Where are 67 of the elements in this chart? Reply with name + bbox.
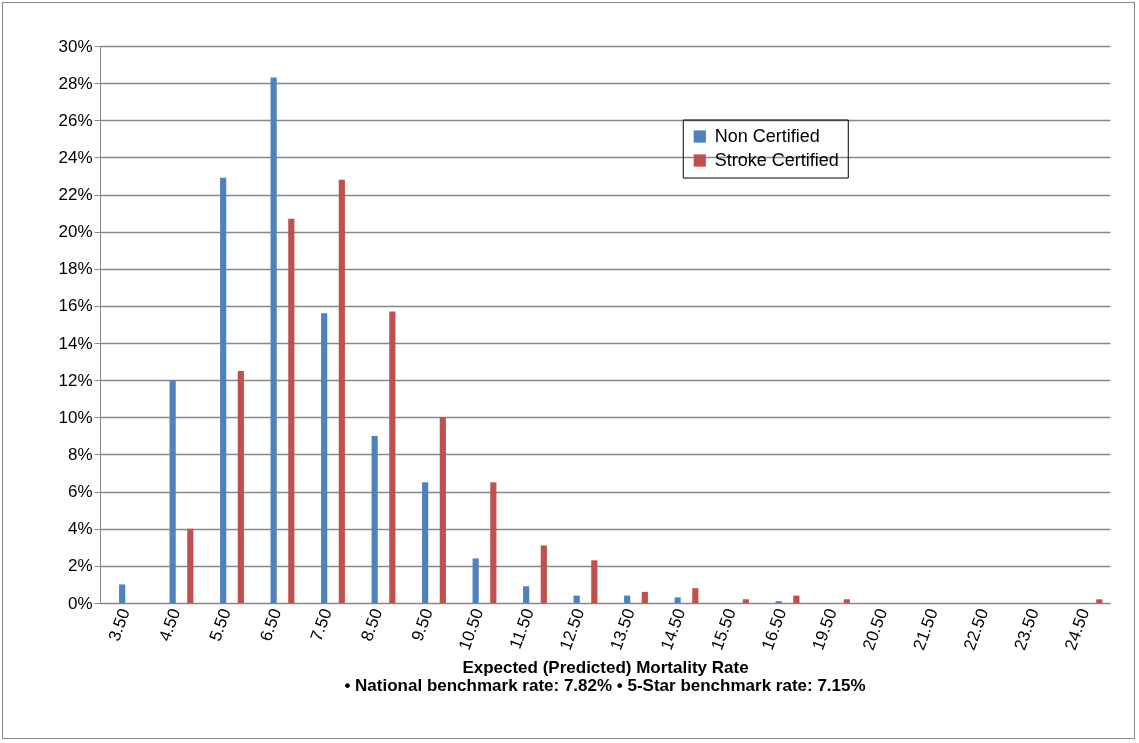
y-tick-label: 26% — [58, 110, 93, 130]
text: • National benchmark rate: 7.82% • 5-Star benchmark rate: 7.15% — [344, 675, 866, 695]
bar — [338, 179, 345, 603]
y-tick-label: 22% — [58, 185, 93, 205]
bar — [422, 482, 429, 603]
bar — [472, 558, 479, 603]
bar — [1096, 599, 1103, 603]
bar — [742, 599, 749, 603]
y-tick-label: 2% — [67, 556, 93, 576]
x-tick-label: 20.50 — [858, 606, 892, 653]
x-tick-label: 16.50 — [757, 606, 791, 653]
bar — [843, 599, 850, 603]
x-tick-label: 10.50 — [454, 606, 488, 653]
x-tick-label: 23.50 — [1010, 606, 1043, 653]
bar — [270, 77, 277, 603]
x-tick-label: 8.50 — [357, 606, 387, 644]
x-tick-label: 12.50 — [555, 606, 589, 653]
bar — [523, 586, 530, 603]
y-tick-label: 6% — [67, 482, 93, 502]
x-tick-label: 6.50 — [256, 606, 286, 644]
bar — [793, 595, 800, 603]
x-tick-label: 13.50 — [606, 606, 639, 653]
bar — [220, 177, 227, 603]
x-tick-label: 7.50 — [306, 606, 336, 644]
x-tick-label: 5.50 — [205, 606, 235, 644]
bar — [321, 313, 328, 603]
bar — [237, 370, 244, 603]
y-tick-label: 14% — [58, 333, 93, 353]
y-tick-label: 0% — [67, 593, 93, 613]
y-tick-label: 8% — [67, 444, 93, 464]
bar — [119, 584, 126, 603]
bar — [540, 545, 547, 603]
y-tick-label: 12% — [58, 370, 93, 390]
x-tick-label: 15.50 — [707, 606, 740, 653]
bar — [439, 417, 446, 603]
bar — [490, 482, 497, 603]
y-tick-label: 18% — [58, 259, 93, 279]
y-tick-label: 28% — [58, 73, 93, 93]
y-tick-label: 20% — [58, 222, 93, 242]
x-tick-label: 19.50 — [808, 606, 841, 653]
x-tick-label: 4.50 — [155, 606, 185, 644]
bar — [573, 595, 580, 603]
bar — [624, 595, 631, 603]
x-axis-title: Expected (Predicted) Mortality Rate — [462, 658, 749, 678]
y-tick-label: 30% — [58, 36, 93, 56]
y-tick-label: 4% — [67, 519, 93, 539]
legend-label: Stroke Certified — [714, 149, 839, 170]
y-tick-label: 24% — [58, 147, 93, 167]
bar — [371, 435, 378, 603]
bar — [641, 591, 648, 603]
bar — [187, 528, 194, 603]
x-tick-label: 14.50 — [656, 606, 690, 653]
y-tick-label: 10% — [58, 407, 93, 427]
x-tick-label: 21.50 — [909, 606, 942, 653]
x-tick-label: 11.50 — [505, 606, 538, 652]
bar — [692, 588, 699, 603]
legend-label: Non Certified — [714, 125, 820, 146]
bar — [389, 311, 396, 603]
bar — [591, 560, 598, 603]
bar — [288, 218, 295, 603]
y-tick-label: 16% — [58, 296, 93, 316]
x-tick-label: 3.50 — [104, 606, 134, 644]
bar — [674, 597, 681, 603]
x-tick-label: 24.50 — [1060, 606, 1094, 653]
x-tick-label: 9.50 — [407, 606, 437, 644]
bar — [169, 380, 176, 603]
x-tick-label: 22.50 — [959, 606, 993, 653]
